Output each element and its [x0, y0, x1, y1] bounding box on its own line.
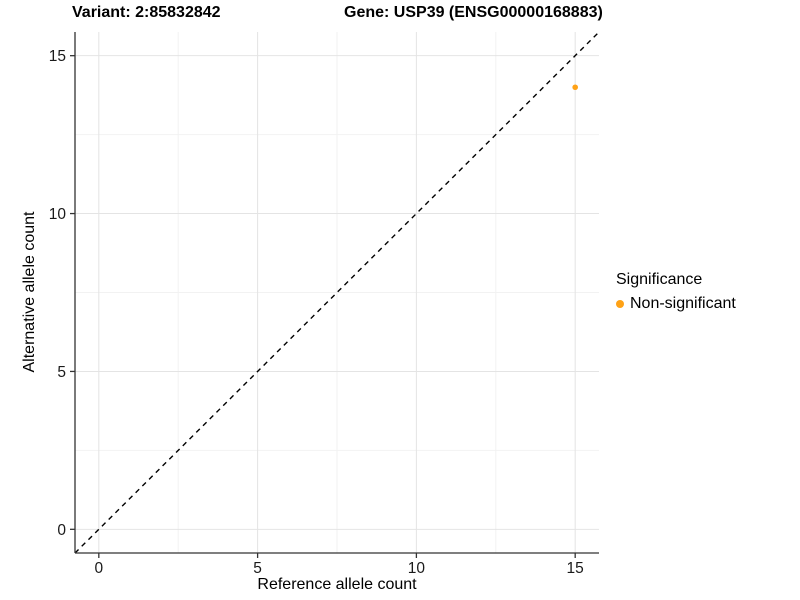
x-tick-label: 0	[95, 560, 104, 577]
x-tick-label: 10	[408, 560, 426, 577]
y-tick-label: 10	[49, 206, 67, 223]
legend-item-label: Non-significant	[630, 295, 736, 312]
legend-item-non-significant: Non-significant	[616, 295, 736, 313]
x-tick-label: 5	[253, 560, 262, 577]
y-tick-label: 0	[57, 522, 66, 539]
x-axis-label: Reference allele count	[257, 576, 417, 593]
data-point	[572, 84, 578, 91]
plot-title-variant: Variant: 2:85832842	[72, 4, 221, 21]
y-axis-label: Alternative allele count	[21, 211, 38, 373]
legend: Significance Non-significant	[616, 271, 736, 313]
legend-title: Significance	[616, 271, 703, 288]
legend-point-icon	[616, 300, 624, 308]
y-tick-label: 15	[49, 48, 66, 65]
x-tick-label: 15	[567, 560, 584, 577]
plot-title-gene: Gene: USP39 (ENSG00000168883)	[344, 4, 603, 21]
y-tick-label: 5	[57, 364, 66, 381]
